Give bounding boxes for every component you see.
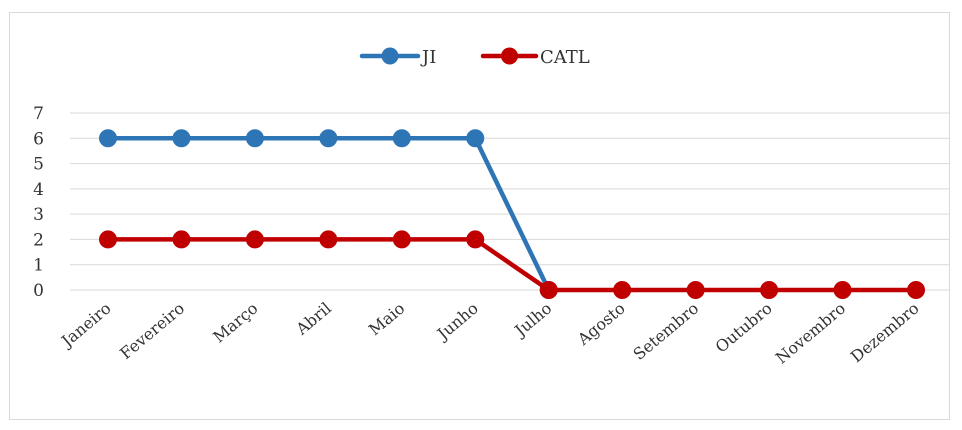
data-point — [466, 129, 485, 148]
legend-item-catl: CATL — [480, 47, 590, 68]
y-tick-label: 1 — [33, 256, 44, 276]
data-point — [245, 230, 264, 249]
x-tick-label: Julho — [510, 299, 556, 342]
y-axis: 0 1 2 3 4 5 6 7 — [33, 104, 44, 301]
y-tick-label: 2 — [33, 230, 44, 250]
x-axis: Janeiro Fevereiro Março Abril Maio Junho Julho… — [56, 299, 922, 368]
legend-marker — [381, 47, 399, 65]
data-point — [686, 281, 705, 299]
data-point — [172, 129, 191, 148]
data-point — [99, 230, 117, 249]
y-tick-label: 3 — [33, 205, 44, 225]
series-catl — [99, 230, 925, 299]
data-point — [392, 129, 411, 148]
data-point — [466, 230, 485, 249]
data-point — [833, 281, 852, 299]
legend-label: CATL — [540, 47, 590, 68]
x-tick-label: Abril — [292, 299, 335, 340]
legend-label: JI — [420, 47, 436, 68]
x-tick-label: Fevereiro — [116, 299, 188, 364]
data-point — [319, 230, 338, 249]
legend-item-ji: JI — [359, 47, 436, 68]
series-group — [99, 129, 925, 299]
data-point — [907, 281, 925, 299]
x-tick-label: Janeiro — [56, 299, 114, 352]
y-tick-label: 6 — [33, 129, 44, 149]
x-tick-label: Dezembro — [847, 299, 923, 367]
legend-marker — [501, 47, 518, 65]
x-tick-label: Setembro — [629, 299, 702, 364]
data-point — [392, 230, 411, 249]
data-point — [613, 281, 632, 299]
data-point — [319, 129, 338, 148]
y-tick-label: 5 — [33, 155, 44, 175]
x-tick-label: Outubro — [712, 299, 776, 357]
x-tick-label: Junho — [432, 299, 482, 345]
y-tick-label: 0 — [33, 281, 44, 301]
data-point — [172, 230, 191, 249]
legend: JI CATL — [359, 47, 590, 68]
x-tick-label: Agosto — [573, 299, 629, 350]
data-point — [99, 129, 117, 148]
series-ji — [99, 129, 558, 299]
data-point — [245, 129, 264, 148]
series-line — [105, 237, 919, 293]
x-tick-label: Março — [209, 299, 261, 347]
x-tick-label: Maio — [365, 299, 408, 340]
chart-frame — [9, 12, 950, 420]
y-tick-label: 7 — [33, 104, 44, 124]
x-tick-label: Novembro — [772, 299, 849, 368]
data-point — [539, 281, 558, 299]
y-tick-label: 4 — [33, 180, 44, 200]
data-point — [760, 281, 779, 299]
